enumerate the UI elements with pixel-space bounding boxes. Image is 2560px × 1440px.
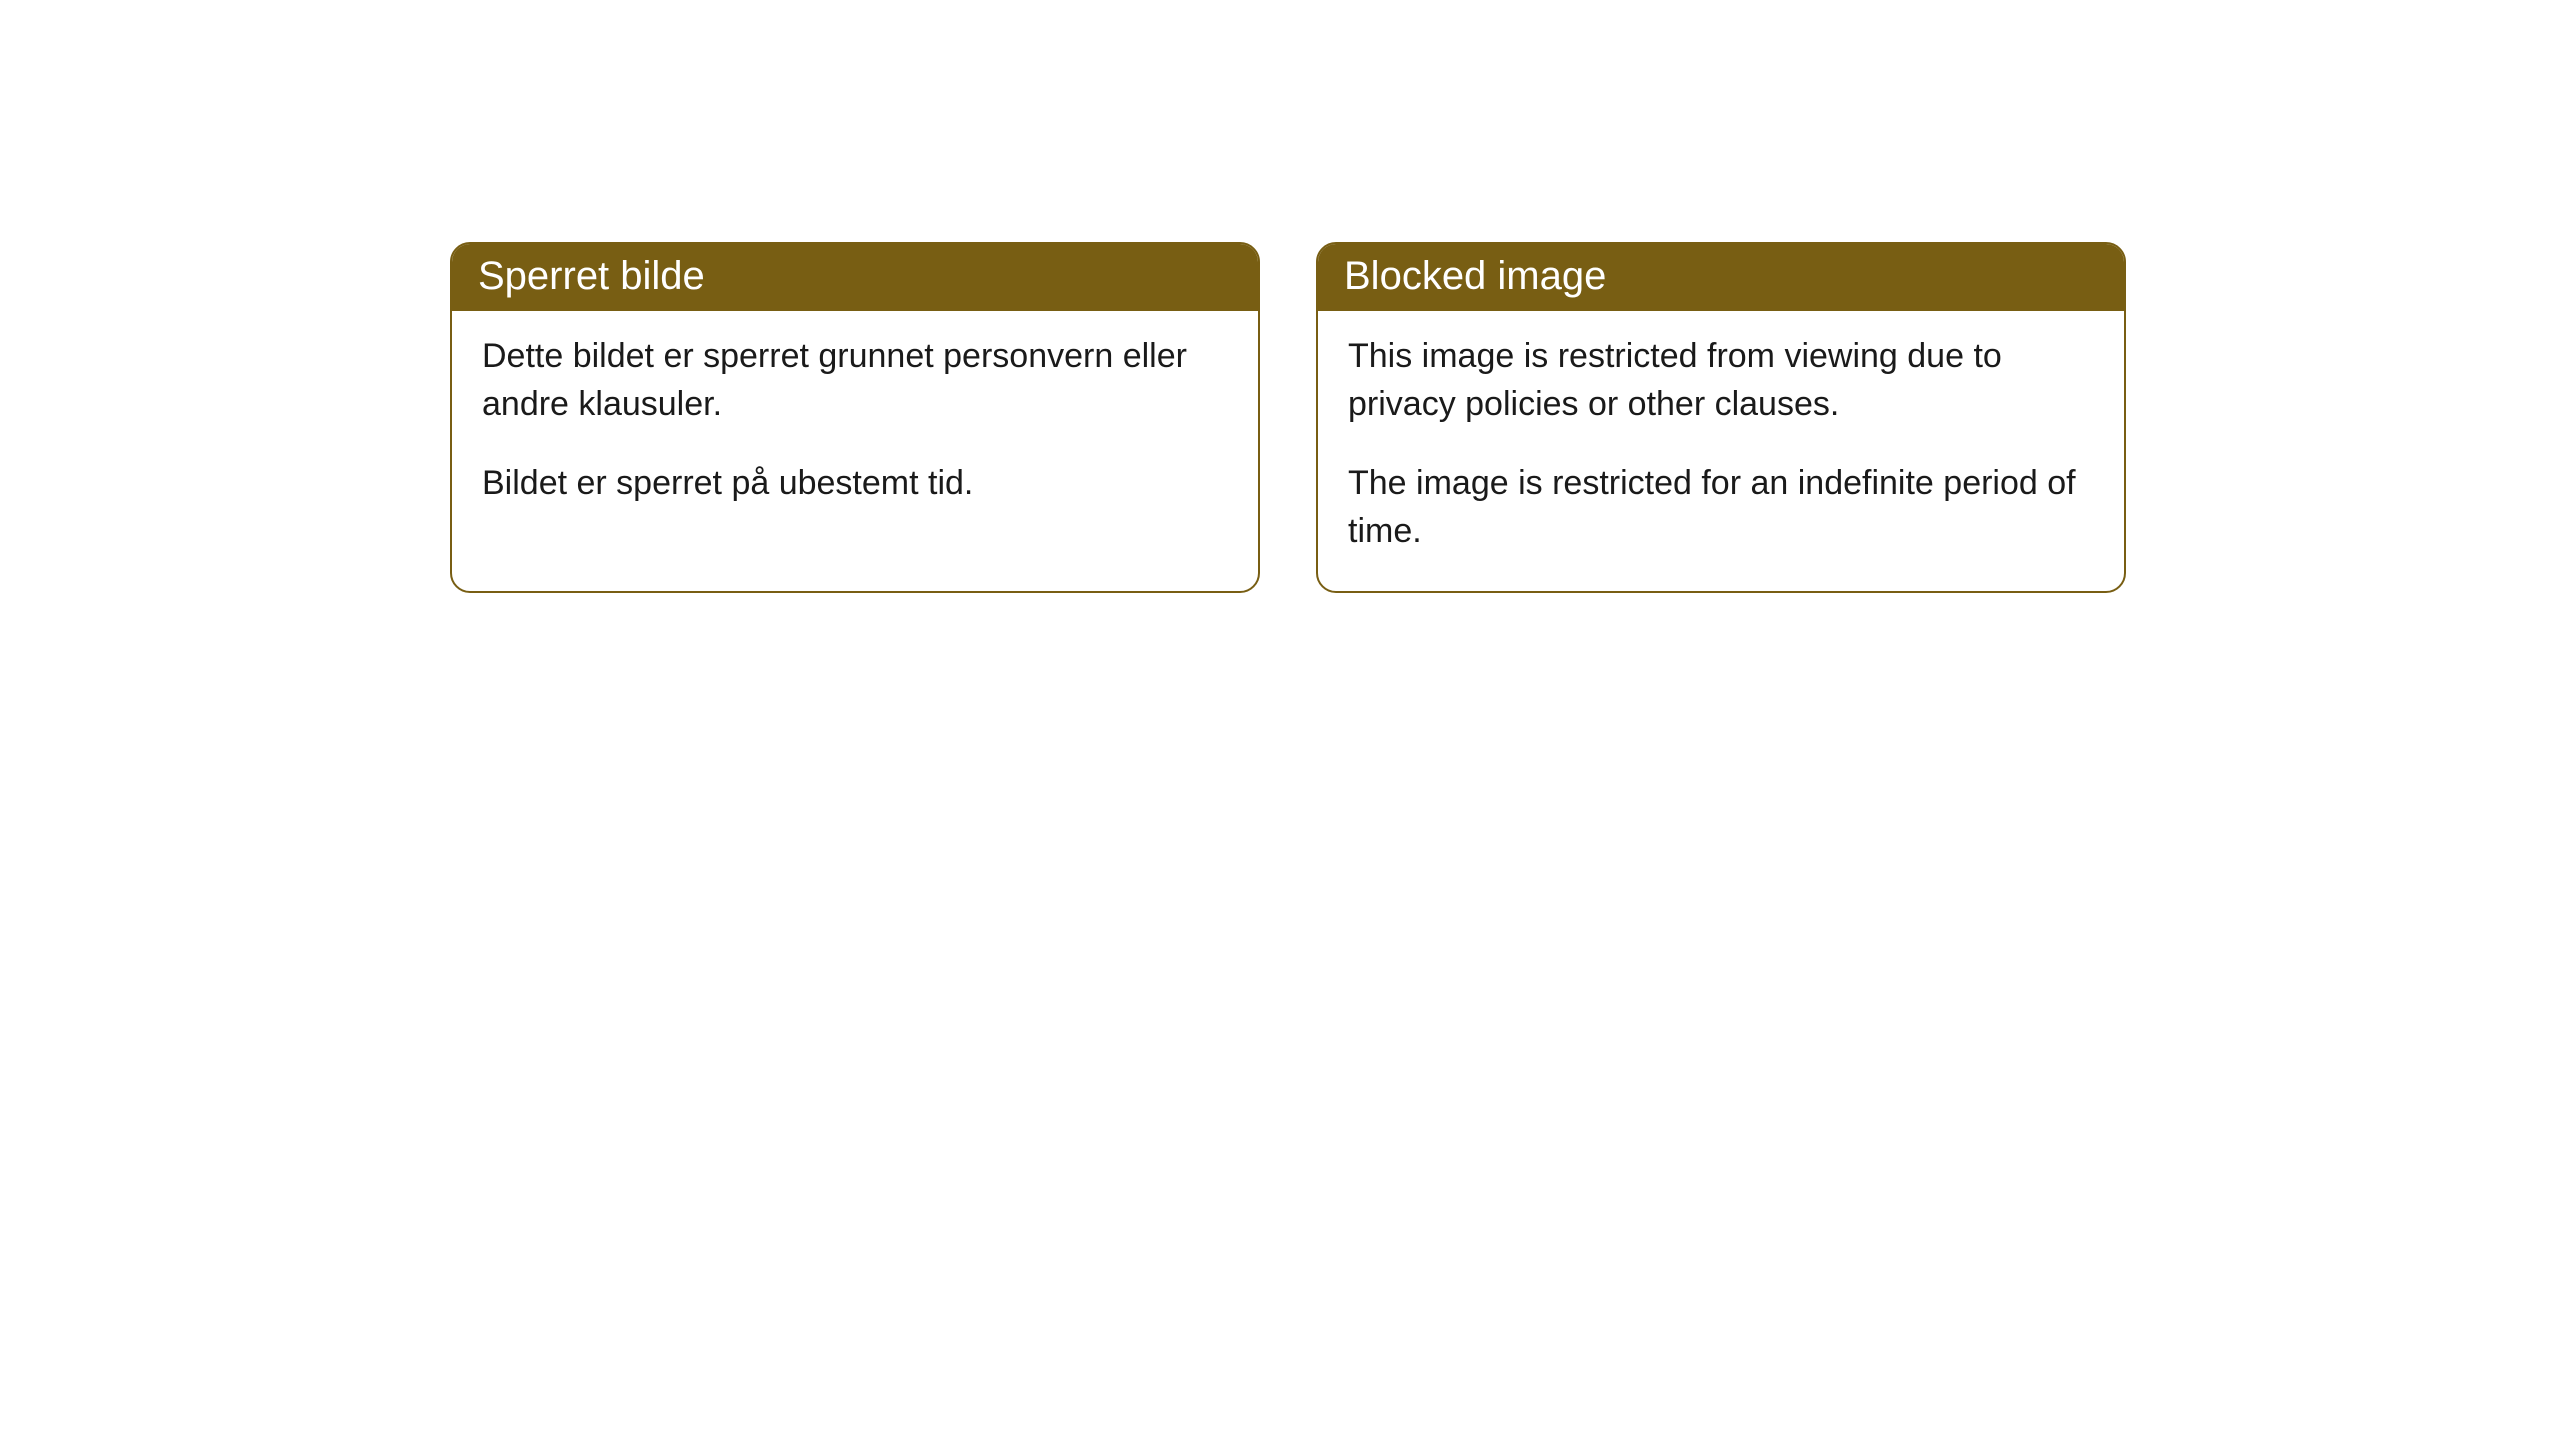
card-paragraph-1-norwegian: Dette bildet er sperret grunnet personve… bbox=[482, 333, 1228, 428]
blocked-image-card-norwegian: Sperret bilde Dette bildet er sperret gr… bbox=[450, 242, 1260, 593]
card-paragraph-1-english: This image is restricted from viewing du… bbox=[1348, 333, 2094, 428]
card-header-norwegian: Sperret bilde bbox=[452, 244, 1258, 311]
card-paragraph-2-norwegian: Bildet er sperret på ubestemt tid. bbox=[482, 460, 1228, 508]
blocked-image-card-english: Blocked image This image is restricted f… bbox=[1316, 242, 2126, 593]
cards-container: Sperret bilde Dette bildet er sperret gr… bbox=[0, 0, 2560, 593]
card-body-english: This image is restricted from viewing du… bbox=[1318, 311, 2124, 591]
card-body-norwegian: Dette bildet er sperret grunnet personve… bbox=[452, 311, 1258, 544]
card-paragraph-2-english: The image is restricted for an indefinit… bbox=[1348, 460, 2094, 555]
card-header-english: Blocked image bbox=[1318, 244, 2124, 311]
